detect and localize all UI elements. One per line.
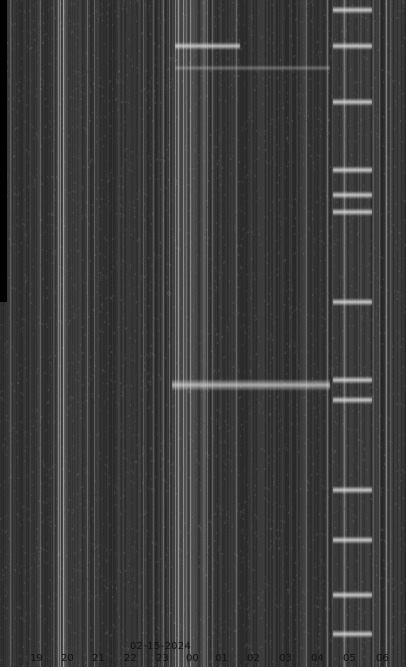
hour-label-04: 04: [311, 653, 324, 664]
hour-label-06: 06: [376, 653, 389, 664]
hour-label-22: 22: [124, 653, 137, 664]
dark-left-edge: [0, 0, 7, 302]
hour-label-01: 01: [215, 653, 228, 664]
hour-label-03: 03: [279, 653, 292, 664]
hour-labels: 19 20 21 22 23 00 01 02 03 04 05 06: [30, 653, 389, 664]
hour-label-00: 00: [186, 653, 199, 664]
right-border: [406, 0, 409, 667]
hour-label-02: 02: [247, 653, 260, 664]
hour-label-21: 21: [92, 653, 105, 664]
hour-label-19: 19: [30, 653, 43, 664]
hour-label-05: 05: [343, 653, 356, 664]
hour-label-23: 23: [156, 653, 169, 664]
date-label: 02-15-2024: [130, 641, 191, 652]
hour-label-20: 20: [61, 653, 74, 664]
